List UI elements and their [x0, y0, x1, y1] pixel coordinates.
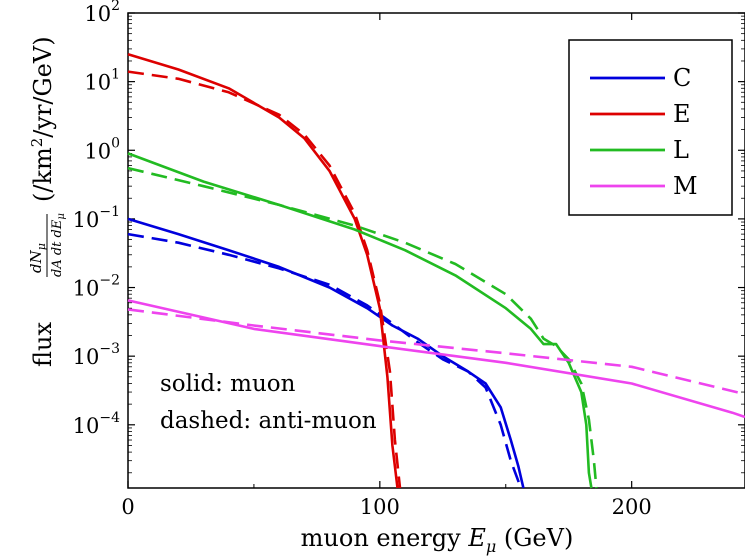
- annotation-dashed: dashed: anti-muon: [160, 408, 377, 434]
- y-label-prefix: flux: [29, 322, 57, 367]
- series-C-solid: [127, 217, 525, 489]
- plot-frame: [127, 12, 745, 489]
- y-label-numerator: dNμ: [27, 243, 48, 273]
- x-tick-label: 200: [612, 495, 652, 519]
- legend-label-C: C: [673, 64, 691, 92]
- y-tick-label: 102: [84, 0, 120, 26]
- legend-label-E: E: [673, 100, 691, 128]
- x-tick-label: 0: [121, 495, 134, 519]
- annotation-solid-text: solid: muon: [160, 371, 296, 397]
- legend-box: [568, 39, 733, 216]
- series-E-solid: [127, 53, 399, 489]
- series-C-dashed: [127, 232, 523, 489]
- legend-label-M: M: [673, 172, 698, 200]
- y-label-denominator: dA dt dEμ: [50, 213, 67, 277]
- y-axis-label: flux dNμ dA dt dEμ (/km2/yr/GeV): [27, 36, 67, 367]
- annotation-dashed-text: dashed: anti-muon: [160, 408, 377, 434]
- series-M-solid: [127, 299, 745, 419]
- y-tick-label: 10−1: [73, 204, 120, 232]
- series-L-solid: [127, 152, 593, 489]
- y-tick-label: 10−3: [73, 341, 120, 369]
- y-label-units: (/km2/yr/GeV): [28, 36, 57, 202]
- y-tick-label: 10−4: [73, 410, 120, 438]
- x-axis-label: muon energy Eμ (GeV): [301, 524, 574, 556]
- y-tick-label: 101: [84, 67, 120, 95]
- series-layer: [127, 53, 745, 489]
- y-tick-label: 100: [84, 135, 120, 163]
- series-L-dashed: [127, 166, 598, 489]
- series-E-dashed: [127, 70, 402, 489]
- y-tick-label: 10−2: [73, 273, 120, 301]
- annotation-solid: solid: muon: [160, 371, 296, 397]
- legend-label-L: L: [673, 136, 689, 164]
- x-axis-ticks: 0 100 200: [121, 13, 652, 519]
- x-tick-label: 100: [360, 495, 400, 519]
- series-M-dashed: [127, 308, 745, 396]
